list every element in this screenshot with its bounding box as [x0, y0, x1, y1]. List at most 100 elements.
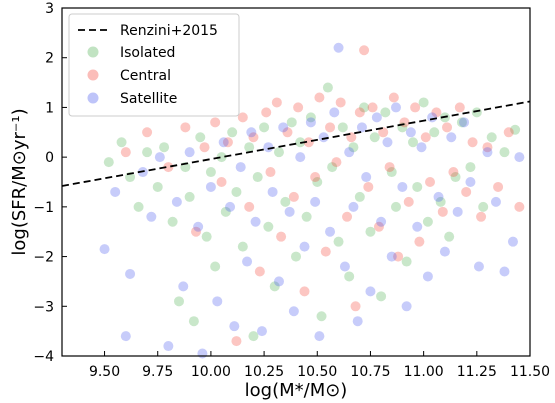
satellite-point	[163, 341, 174, 352]
satellite-point	[242, 256, 253, 267]
isolated-point	[333, 236, 344, 247]
satellite-point	[212, 296, 223, 307]
isolated-point	[429, 127, 440, 138]
satellite-point	[273, 276, 284, 287]
satellite-point	[193, 221, 204, 232]
isolated-point	[237, 241, 248, 252]
y-tick-label: 3	[45, 1, 54, 17]
central-point	[503, 127, 514, 138]
satellite-point	[446, 132, 457, 143]
x-tick-label: 10.50	[297, 364, 337, 380]
central-point	[142, 127, 153, 138]
isolated-point	[418, 97, 429, 108]
central-point	[320, 246, 331, 257]
central-point	[482, 142, 493, 153]
central-point	[120, 147, 131, 158]
isolated-point	[174, 296, 184, 307]
y-axis-ticks: −4 −3 −2 −1 0 1 2 3	[33, 1, 67, 365]
satellite-point	[473, 261, 484, 272]
satellite-point	[318, 132, 329, 143]
satellite-point	[110, 186, 121, 197]
satellite-point	[305, 117, 316, 128]
isolated-point	[184, 191, 195, 202]
x-tick-label: 10.75	[350, 364, 390, 380]
satellite-point	[482, 147, 493, 158]
legend: Renzini+2015 Isolated Central Satellite	[68, 13, 240, 117]
satellite-point	[439, 246, 450, 257]
central-point	[414, 236, 425, 247]
points-layer	[99, 42, 525, 359]
x-tick-label: 11.50	[510, 364, 550, 380]
central-point	[393, 251, 404, 262]
satellite-point	[256, 326, 267, 337]
central-point	[282, 127, 293, 138]
isolated-point	[152, 181, 163, 192]
central-point	[410, 102, 421, 113]
central-point	[265, 167, 276, 178]
isolated-point	[444, 231, 455, 242]
satellite-point	[416, 142, 427, 153]
isolated-point	[412, 181, 423, 192]
legend-label-renzini: Renzini+2015	[120, 23, 218, 39]
central-point	[222, 137, 233, 148]
central-point	[454, 102, 465, 113]
y-axis-label: log(SFR/M⊙yr⁻¹)	[9, 108, 30, 255]
satellite-point	[514, 152, 525, 163]
satellite-point	[386, 251, 397, 262]
isolated-point	[248, 331, 259, 342]
central-point	[350, 301, 361, 312]
satellite-point	[99, 244, 110, 255]
central-point	[403, 196, 414, 207]
isolated-point	[305, 112, 316, 123]
isolated-point	[456, 117, 467, 128]
y-tick-label: −3	[33, 299, 54, 315]
isolated-point	[263, 221, 274, 232]
satellite-point	[397, 181, 408, 192]
isolated-point	[280, 196, 291, 207]
isolated-point	[471, 107, 482, 118]
satellite-point	[356, 122, 367, 133]
central-point	[448, 167, 459, 178]
isolated-point	[369, 132, 380, 143]
central-point	[431, 107, 442, 118]
satellite-point	[225, 201, 236, 212]
x-tick-label: 11.00	[404, 364, 444, 380]
central-point	[367, 102, 378, 113]
y-tick-label: −1	[33, 200, 54, 216]
central-point	[388, 92, 399, 103]
central-point	[293, 102, 304, 113]
satellite-point	[205, 181, 216, 192]
satellite-point	[267, 186, 278, 197]
satellite-point	[288, 306, 299, 317]
central-point	[354, 107, 365, 118]
satellite-point	[235, 162, 246, 173]
isolated-point	[322, 82, 333, 93]
y-tick-label: 1	[45, 100, 54, 116]
isolated-point	[365, 226, 376, 237]
central-point	[163, 162, 174, 173]
central-point	[342, 211, 353, 222]
central-point	[199, 142, 210, 153]
central-point	[191, 226, 202, 237]
x-tick-label: 10.25	[244, 364, 284, 380]
satellite-point	[465, 177, 476, 187]
isolated-point	[401, 256, 412, 267]
x-axis-label: log(M*/M⊙)	[245, 380, 348, 401]
isolated-point	[103, 157, 114, 168]
satellite-point	[490, 196, 501, 207]
satellite-point	[295, 152, 306, 163]
isolated-point	[205, 167, 216, 178]
satellite-point	[382, 137, 393, 148]
central-point	[461, 186, 472, 197]
central-point	[476, 211, 487, 222]
satellite-point	[184, 147, 195, 158]
satellite-point	[278, 122, 289, 133]
central-point	[514, 201, 525, 212]
satellite-point	[365, 286, 376, 297]
satellite-point	[339, 261, 350, 272]
central-point	[425, 177, 436, 187]
legend-marker-central	[87, 69, 99, 81]
y-tick-label: −4	[33, 349, 54, 365]
central-point	[384, 162, 395, 173]
isolated-point	[435, 196, 446, 207]
